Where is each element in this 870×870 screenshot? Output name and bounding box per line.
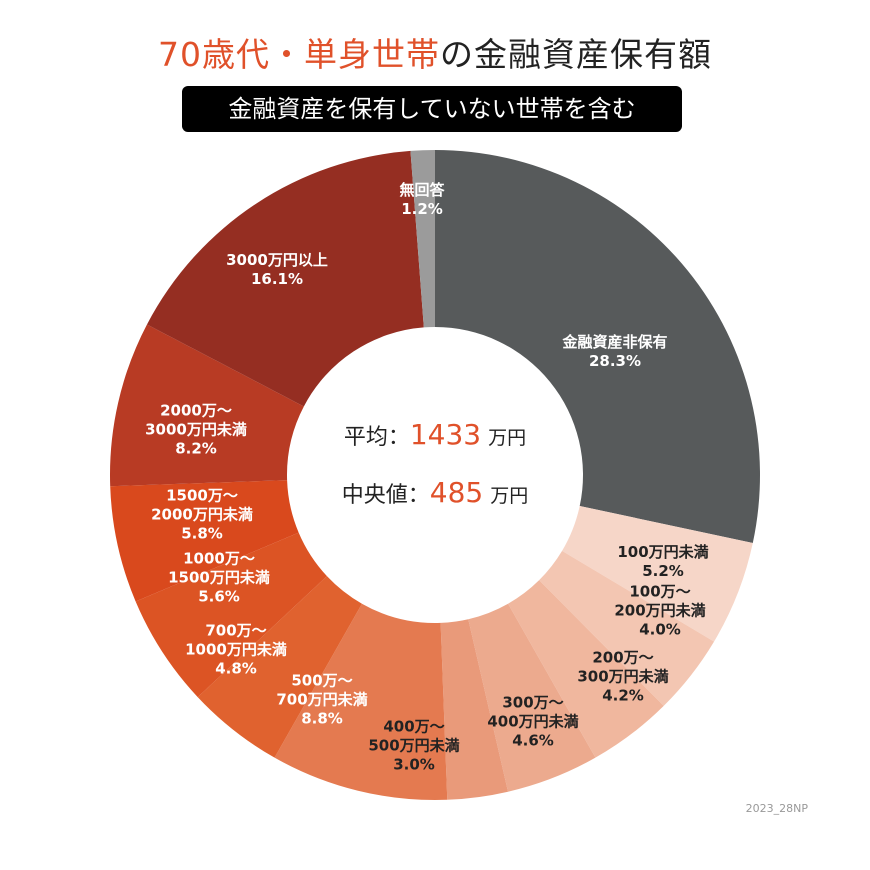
slice-label: 100万円未満 5.2%	[617, 543, 708, 581]
median-unit: 万円	[490, 485, 529, 507]
slice-label-line: 400万円未満	[487, 712, 579, 731]
slice-13	[410, 150, 435, 328]
slice-label-line: 4.8%	[215, 659, 257, 678]
median-value: 485	[429, 476, 484, 509]
slice-label: 1000万〜 1500万円未満 5.6%	[168, 550, 270, 607]
mean-unit: 万円	[488, 427, 527, 449]
chart-title: 70歳代・単身世帯の金融資産保有額	[0, 28, 870, 76]
slice-label-line: 200万円未満	[614, 601, 706, 620]
slice-label-line: 1.2%	[401, 200, 443, 218]
median-label: 中央値：	[341, 483, 430, 508]
slice-9	[135, 532, 327, 698]
slice-label-line: 5.8%	[181, 524, 223, 543]
slice-3	[539, 550, 715, 706]
slice-label: 3000万円以上 16.1%	[226, 251, 328, 289]
slice-label-line: 5.2%	[642, 562, 684, 580]
slice-label-line: 5.6%	[198, 587, 240, 606]
slice-label: 金融資産非保有 28.3%	[562, 333, 667, 371]
slice-4	[508, 580, 664, 758]
slice-label-line: 3000万円以上	[226, 251, 328, 269]
slice-label: 100万〜 200万円未満 4.0%	[614, 583, 705, 640]
slice-label-line: 2000万円未満	[151, 505, 253, 524]
slice-label-line: 2000万〜	[160, 401, 232, 420]
slice-12	[146, 150, 424, 407]
slice-2	[562, 505, 753, 642]
mean-value: 1433	[409, 418, 482, 451]
slice-label: 700万〜 1000万円未満 4.8%	[185, 622, 287, 679]
slice-label-line: 400万〜	[383, 717, 445, 736]
slice-label-line: 4.2%	[602, 686, 644, 705]
slice-10	[110, 480, 299, 602]
slice-label-line: 700万円未満	[276, 690, 368, 709]
slice-1	[435, 150, 760, 544]
slice-label-line: 200万〜	[592, 648, 654, 667]
slice-label-line: 1000万円未満	[185, 640, 287, 659]
slice-label-line: 3000万円未満	[145, 420, 247, 439]
slice-label-line: 500万円未満	[368, 736, 460, 755]
title-rest: の金融資産保有額	[440, 35, 712, 74]
slice-7	[274, 603, 448, 800]
slice-label-line: 1500万円未満	[168, 568, 270, 587]
slice-label-line: 100万〜	[629, 582, 691, 601]
slice-label: 200万〜 300万円未満 4.2%	[577, 649, 668, 706]
mean-readout: 平均：1433 万円	[0, 418, 870, 451]
slice-5	[468, 603, 596, 792]
slice-label-line: 4.0%	[639, 620, 681, 639]
slice-label-line: 500万〜	[291, 671, 353, 690]
slice-label: 500万〜 700万円未満 8.8%	[276, 672, 367, 729]
slice-label-line: 金融資産非保有	[562, 333, 668, 351]
slice-label-line: 100万円未満	[617, 543, 709, 561]
slice-label-line: 700万〜	[205, 621, 267, 640]
slice-label: 400万〜 500万円未満 3.0%	[368, 718, 459, 775]
slice-label: 2000万〜 3000万円未満 8.2%	[145, 402, 247, 459]
mean-label: 平均：	[343, 425, 410, 450]
slice-label-line: 16.1%	[250, 270, 304, 288]
subtitle-badge: 金融資産を保有していない世帯を含む	[182, 86, 682, 132]
slice-label-line: 300万〜	[502, 693, 564, 712]
slice-label-line: 300万円未満	[577, 667, 669, 686]
median-readout: 中央値：485 万円	[0, 476, 870, 509]
credit: 2023_28NP	[745, 802, 808, 815]
slice-label-line: 28.3%	[588, 352, 642, 370]
slice-11	[110, 324, 304, 487]
slice-label-line: 1500万〜	[166, 486, 238, 505]
slice-label-line: 3.0%	[393, 755, 435, 774]
slice-label: 無回答 1.2%	[399, 181, 444, 219]
slice-label: 300万〜 400万円未満 4.6%	[487, 694, 578, 751]
slice-label-line: 無回答	[399, 181, 445, 199]
slice-label-line: 1000万〜	[183, 549, 255, 568]
slice-8	[197, 576, 362, 758]
slice-label-line: 8.2%	[175, 439, 217, 458]
title-highlight: 70歳代・単身世帯	[158, 35, 440, 74]
slice-6	[440, 619, 509, 800]
slice-label: 1500万〜 2000万円未満 5.8%	[151, 487, 253, 544]
slice-label-line: 8.8%	[301, 709, 343, 728]
slice-label-line: 4.6%	[512, 731, 554, 750]
